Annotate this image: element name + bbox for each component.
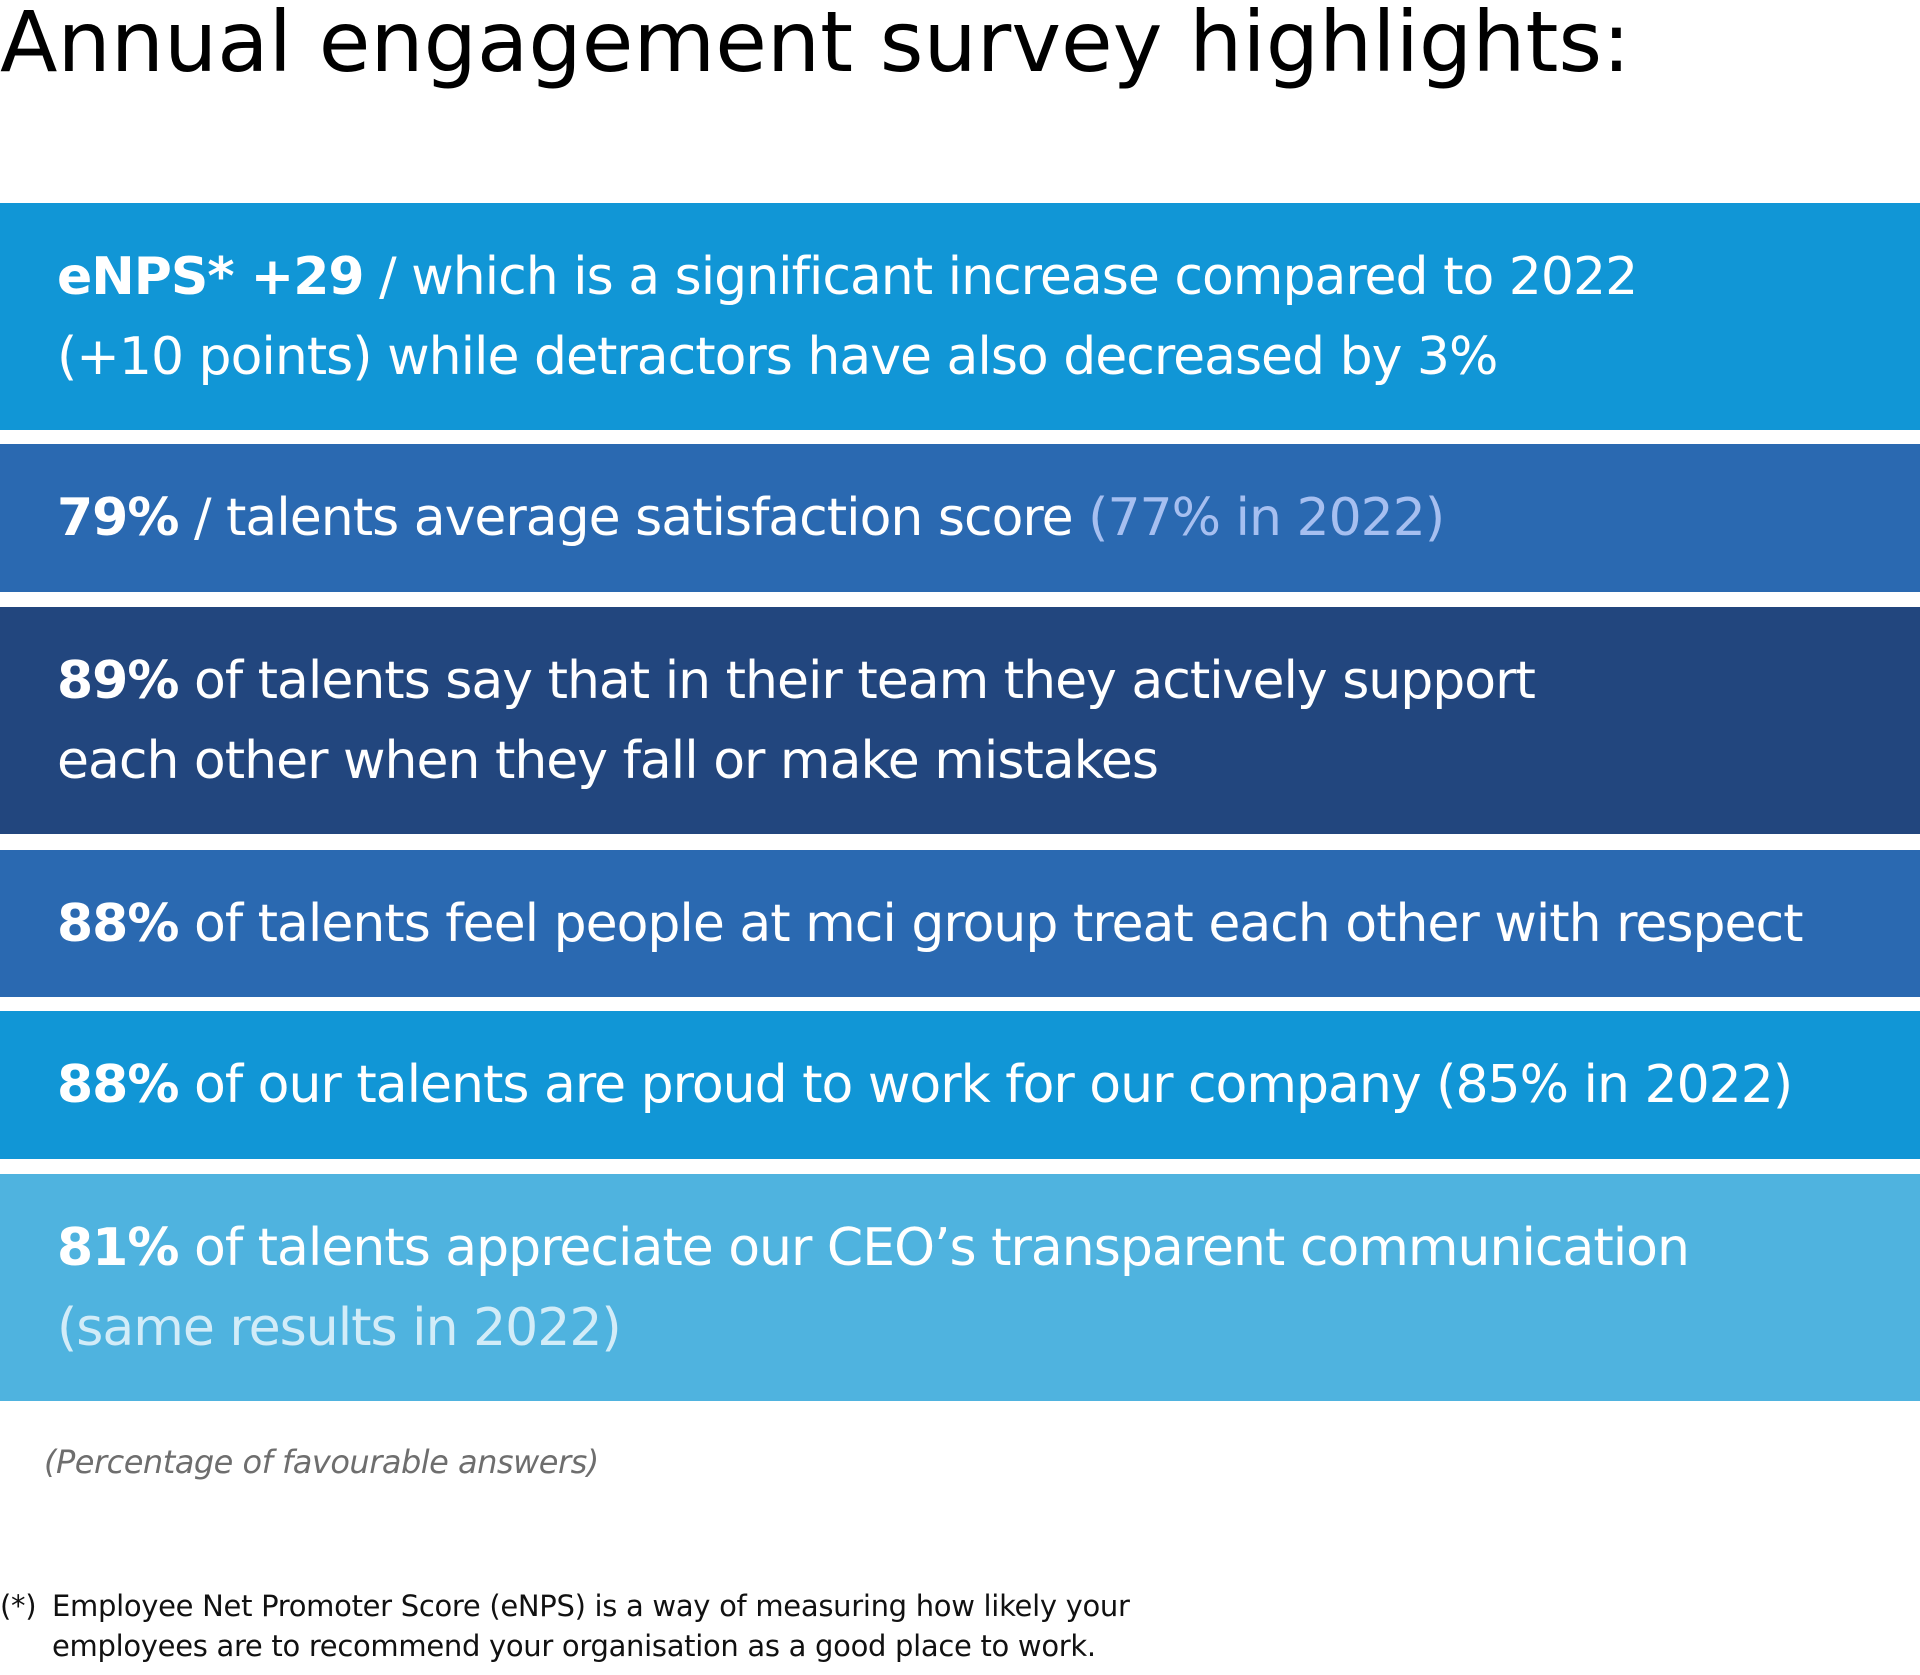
highlight-metric: 88% [57, 893, 179, 954]
highlight-line: eNPS* +29 / which is a significant incre… [57, 237, 1900, 317]
highlight-text: of our talents are proud to work for our… [178, 1055, 1793, 1115]
highlight-line: 88% of talents feel people at mci group … [57, 884, 1900, 964]
highlight-text: of talents feel people at mci group trea… [178, 893, 1803, 954]
highlight-text: (+10 points) while detractors have also … [57, 326, 1498, 387]
highlight-line: 88% of our talents are proud to work for… [57, 1045, 1900, 1125]
footnote-indent [0, 1626, 52, 1666]
highlight-metric: 88% [57, 1055, 179, 1115]
page-title: Annual engagement survey highlights: [0, 0, 1631, 91]
highlight-enps: eNPS* +29 / which is a significant incre… [0, 203, 1920, 430]
highlight-pride: 88% of our talents are proud to work for… [0, 1011, 1920, 1159]
highlight-line: (same results in 2022) [57, 1288, 1900, 1368]
highlight-metric: 81% [57, 1217, 179, 1278]
highlight-ceo-communication: 81% of talents appreciate our CEO’s tran… [0, 1174, 1920, 1401]
highlight-text: / talents average satisfaction score [178, 488, 1089, 548]
highlight-line: each other when they fall or make mistak… [57, 721, 1900, 801]
highlight-line: (+10 points) while detractors have also … [57, 317, 1900, 397]
highlight-metric: 89% [57, 650, 179, 711]
footnote-marker: (*) [0, 1589, 37, 1623]
highlight-comparison: (77% in 2022) [1088, 488, 1445, 548]
highlight-text: / which is a significant increase compar… [363, 246, 1638, 307]
percentage-note: (Percentage of favourable answers) [44, 1443, 599, 1481]
footnote-text: employees are to recommend your organisa… [52, 1629, 1096, 1663]
highlight-text: each other when they fall or make mistak… [57, 730, 1159, 791]
highlight-satisfaction: 79% / talents average satisfaction score… [0, 444, 1920, 592]
highlight-respect: 88% of talents feel people at mci group … [0, 850, 1920, 997]
footnote-row: employees are to recommend your organisa… [0, 1626, 1130, 1666]
highlight-line: 89% of talents say that in their team th… [57, 641, 1900, 721]
footnote-row: (*) Employee Net Promoter Score (eNPS) i… [0, 1586, 1130, 1626]
footnote-text: Employee Net Promoter Score (eNPS) is a … [52, 1589, 1130, 1623]
highlight-metric: 79% [57, 488, 179, 548]
highlight-text: of talents appreciate our CEO’s transpar… [178, 1217, 1690, 1278]
highlight-line: 79% / talents average satisfaction score… [57, 478, 1900, 558]
highlight-comparison: (same results in 2022) [57, 1297, 622, 1358]
enps-footnote: (*) Employee Net Promoter Score (eNPS) i… [0, 1586, 1130, 1666]
highlight-line: 81% of talents appreciate our CEO’s tran… [57, 1208, 1900, 1288]
highlight-metric: eNPS* +29 [57, 246, 365, 307]
highlight-text: of talents say that in their team they a… [178, 650, 1536, 711]
highlight-team-support: 89% of talents say that in their team th… [0, 607, 1920, 834]
